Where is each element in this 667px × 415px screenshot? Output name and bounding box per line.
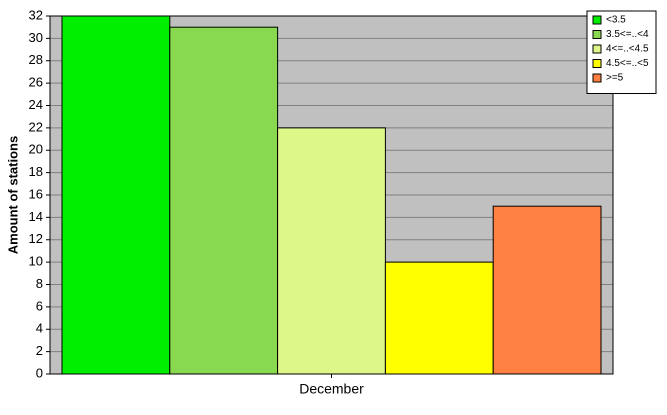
y-tick-label: 0 — [36, 365, 43, 380]
y-tick-label: 6 — [36, 298, 43, 313]
y-tick-label: 24 — [29, 97, 43, 112]
legend-swatch — [592, 59, 602, 68]
y-tick-label: 30 — [29, 30, 43, 45]
bar — [384, 261, 494, 375]
legend-swatch — [592, 30, 602, 39]
bar — [492, 205, 602, 375]
y-tick-label: 8 — [36, 276, 43, 291]
legend-label: 4<=..<4.5 — [606, 44, 649, 55]
y-tick-label: 28 — [29, 52, 43, 67]
legend-label: 3.5<=..<4 — [606, 29, 649, 40]
y-tick-label: 2 — [36, 343, 43, 358]
y-tick-label: 4 — [36, 321, 43, 336]
y-tick-label: 10 — [29, 254, 43, 269]
y-axis-label: Amount of stations — [5, 136, 20, 254]
bar — [277, 127, 386, 375]
legend-swatch — [592, 15, 602, 25]
legend-label: <3.5 — [606, 15, 626, 26]
y-tick-label: 16 — [29, 186, 43, 201]
y-tick-label: 12 — [29, 231, 43, 246]
plot-frame — [49, 15, 614, 375]
y-tick-label: 22 — [29, 119, 43, 134]
y-tick-label: 14 — [29, 209, 43, 224]
bar — [61, 15, 171, 375]
x-tick-label: December — [299, 381, 364, 397]
y-tick-label: 20 — [29, 142, 43, 157]
legend-label: >=5 — [606, 73, 624, 84]
y-tick-label: 26 — [29, 75, 43, 90]
legend-swatch — [592, 44, 602, 54]
bar — [169, 26, 279, 375]
y-tick-label: 18 — [29, 164, 43, 179]
y-tick-label: 32 — [29, 7, 43, 22]
legend-label: 4.5<=..<5 — [606, 58, 649, 69]
legend-swatch — [592, 73, 602, 83]
